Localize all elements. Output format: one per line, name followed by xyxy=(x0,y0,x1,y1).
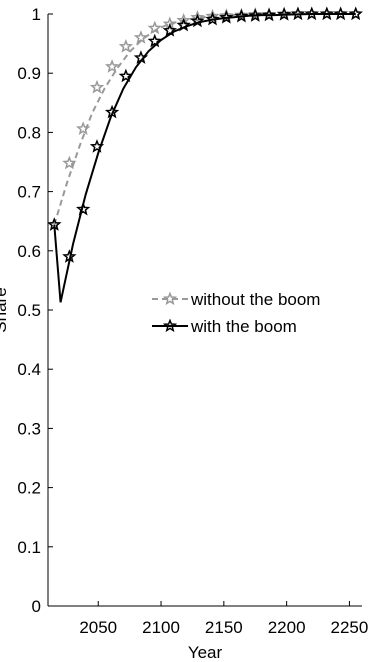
axes: 0 0.1 0.2 0.3 0.4 0.5 0.6 0.7 0.8 0.9 1 2050 2100 215… xyxy=(17,5,368,637)
y-tick-label: 0.6 xyxy=(17,242,41,261)
data-point-star xyxy=(147,20,162,35)
y-tick-label: 0.2 xyxy=(17,479,41,498)
data-point-star xyxy=(333,6,348,21)
x-tick-label: 2100 xyxy=(142,618,180,637)
data-point-star xyxy=(234,8,249,23)
x-tick-label: 2250 xyxy=(331,618,369,637)
data-point-star xyxy=(190,10,205,24)
data-point-star xyxy=(104,59,120,73)
data-point-star xyxy=(118,68,134,83)
series-line xyxy=(53,13,356,303)
x-tick-label: 2150 xyxy=(205,618,243,637)
data-point-star xyxy=(47,217,62,231)
data-point-star xyxy=(162,23,177,37)
data-point-star xyxy=(219,10,234,24)
data-point-star xyxy=(76,201,91,216)
y-tick-label: 0.8 xyxy=(17,123,41,142)
y-tick-label: 0.4 xyxy=(17,360,41,379)
series-line xyxy=(53,13,356,226)
x-axis-title: Year xyxy=(188,643,223,662)
y-tick-label: 0.3 xyxy=(17,419,41,438)
data-point-star xyxy=(176,12,191,27)
data-point-star xyxy=(133,30,149,44)
data-point-star xyxy=(276,7,292,21)
y-tick-label: 0.1 xyxy=(17,538,41,557)
x-tick-label: 2200 xyxy=(268,618,306,637)
data-point-star xyxy=(261,7,277,22)
data-point-star xyxy=(304,6,319,21)
data-point-star xyxy=(62,155,77,170)
legend-label: with the boom xyxy=(190,317,297,336)
data-point-star xyxy=(62,249,77,263)
series-with-the-boom xyxy=(47,6,363,303)
data-point-star xyxy=(205,11,220,26)
data-point-star xyxy=(319,6,334,21)
data-point-star xyxy=(76,121,91,135)
legend-label: without the boom xyxy=(190,290,320,309)
series-without-the-boom xyxy=(47,6,363,231)
legend: without the boom with the boom xyxy=(152,290,320,336)
data-point-star xyxy=(234,7,249,22)
data-point-star xyxy=(89,139,105,153)
series-group xyxy=(47,6,363,303)
data-point-star xyxy=(147,33,162,48)
data-point-star xyxy=(133,50,149,64)
legend-marker-star xyxy=(162,291,178,306)
data-point-star xyxy=(248,7,263,21)
data-point-star xyxy=(176,17,191,32)
y-tick-label: 1 xyxy=(32,5,41,24)
y-axis-title: Share xyxy=(0,287,10,332)
data-point-star xyxy=(290,6,306,21)
x-tick-label: 2050 xyxy=(79,618,117,637)
data-point-star xyxy=(348,6,363,21)
data-point-star xyxy=(89,79,105,94)
data-point-star xyxy=(190,13,205,28)
data-point-star xyxy=(248,8,263,22)
y-tick-label: 0.7 xyxy=(17,183,41,202)
legend-marker-star xyxy=(162,318,178,333)
data-point-star xyxy=(104,104,120,119)
y-tick-label: 0.9 xyxy=(17,64,41,83)
y-tick-label: 0 xyxy=(32,597,41,616)
data-point-star xyxy=(118,39,134,53)
y-tick-label: 0.5 xyxy=(17,301,41,320)
